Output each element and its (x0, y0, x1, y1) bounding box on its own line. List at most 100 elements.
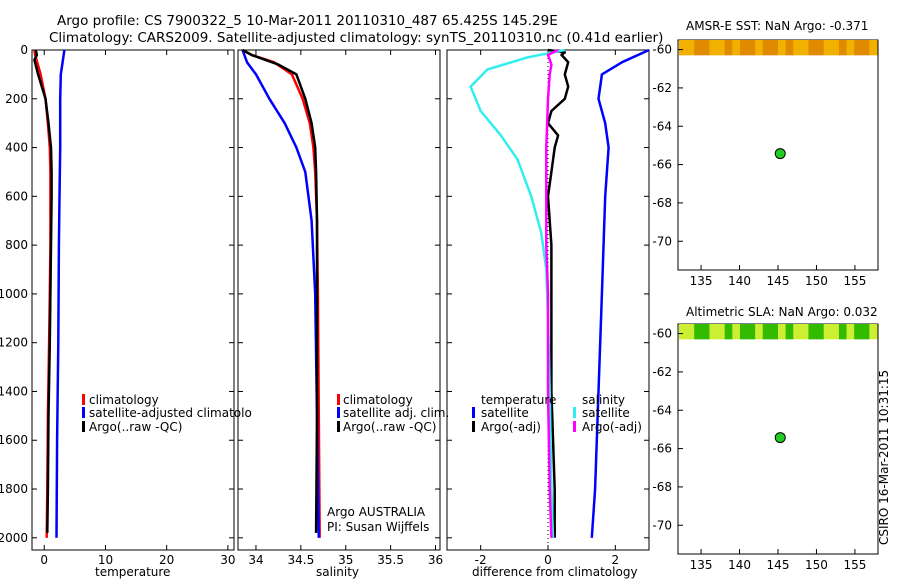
data-band-cell (869, 324, 878, 340)
data-band-cell (854, 40, 863, 56)
y-tick-label: 2000 (0, 531, 28, 545)
legend-swatch-sal-satellite (573, 407, 576, 418)
x-tick-label: 2 (612, 553, 620, 567)
legend-label-satellite: satellite adj. clim. (343, 406, 449, 420)
y-tick-label: 1400 (0, 384, 28, 398)
x-tick-label: 35.5 (377, 553, 404, 567)
data-band-cell (732, 324, 741, 340)
satellite-adjusted-climatolo-line (55, 49, 66, 538)
legend-swatch-argo (82, 421, 85, 432)
data-band-cell (701, 324, 710, 340)
data-band-cell (823, 40, 832, 56)
data-band-cell (770, 40, 779, 56)
y-tick-label: 200 (5, 92, 28, 106)
data-band-cell (793, 40, 802, 56)
data-band-cell (778, 40, 787, 56)
temperature-satellite-line (590, 48, 650, 538)
x-tick-label: 30 (220, 553, 235, 567)
legend-swatch-argo (337, 421, 340, 432)
salinity-legend: climatology satellite adj. clim. Argo(..… (337, 393, 449, 434)
data-band-cell (762, 324, 771, 340)
salinity-argo-adj-line (545, 48, 559, 538)
legend-swatch-satellite (337, 407, 340, 418)
y-tick-label: 1800 (0, 482, 28, 496)
temperature-plot-frame (31, 49, 235, 551)
x-tick-label: 150 (805, 558, 828, 572)
data-band-cell (785, 40, 794, 56)
argo-raw-qc-line (241, 48, 319, 533)
y-tick-label: -70 (652, 234, 672, 248)
x-tick-label: 135 (690, 558, 713, 572)
data-band-cell (709, 40, 718, 56)
float-position-marker (774, 148, 786, 160)
y-tick-label: 600 (5, 189, 28, 203)
data-band-cell (686, 40, 695, 56)
legend-label-climatology: climatology (89, 393, 159, 407)
x-tick-label: 155 (843, 558, 866, 572)
x-tick-label: 20 (159, 553, 174, 567)
data-band-cell (785, 324, 794, 340)
y-tick-label: -68 (652, 196, 672, 210)
temperature-plot-area: 0 10 20 30 0 200 400 600 800 1000 1200 1400 1600 1800… (0, 43, 236, 567)
data-band-cell (846, 324, 855, 340)
salinity-satellite-line (469, 48, 566, 538)
legend-swatch-sal-argo (573, 421, 576, 432)
salinity-annotation-line2: PI: Susan Wijffels (327, 520, 429, 534)
data-band-cell (800, 324, 809, 340)
salinity-annotation-line1: Argo AUSTRALIA (327, 505, 426, 519)
y-tick-label: -62 (652, 365, 672, 379)
data-band-cell (838, 40, 848, 56)
data-band-cell (762, 40, 771, 56)
y-tick-label: -70 (652, 518, 672, 532)
x-tick-label: 35 (338, 553, 353, 567)
difference-xlabel: difference from climatology (472, 565, 638, 579)
data-band-cell (717, 324, 726, 340)
data-band-cell (724, 40, 733, 56)
y-tick-label: -66 (652, 158, 672, 172)
legend-label-argo: Argo(..raw -QC) (343, 420, 436, 434)
data-band-cell (724, 324, 733, 340)
x-tick-label: 10 (98, 553, 113, 567)
temperature-legend: climatology satellite-adjusted climatolo… (82, 393, 252, 434)
data-band-cell (747, 40, 756, 56)
y-tick-label: -62 (652, 81, 672, 95)
data-band-cell (808, 324, 817, 340)
legend-group-title-salinity: salinity (582, 393, 625, 407)
legend-label-sal-argo: Argo(-adj) (582, 420, 642, 434)
legend-swatch-satellite (82, 407, 85, 418)
data-band-cell (679, 40, 688, 56)
data-band-cell (686, 324, 695, 340)
data-band-cell (732, 40, 741, 56)
data-band-cell (861, 324, 870, 340)
salinity-xlabel: salinity (316, 565, 359, 579)
difference-panel: -2 0 2 difference from climatology (446, 48, 650, 579)
data-band-cell (831, 324, 840, 340)
y-tick-label: -64 (652, 403, 672, 417)
y-tick-label: -60 (652, 327, 672, 341)
data-band-cell (800, 40, 809, 56)
data-band-cell (793, 324, 802, 340)
x-tick-label: 0 (544, 553, 552, 567)
legend-group-title-temperature: temperature (481, 393, 556, 407)
data-band-cell (739, 40, 749, 56)
salinity-plot-area: 34 34.5 35 35.5 36 (238, 48, 443, 567)
data-band-cell (755, 40, 764, 56)
y-tick-label: 0 (20, 43, 28, 57)
data-band-cell (755, 324, 764, 340)
legend-label-sal-satellite: satellite (582, 406, 630, 420)
temperature-xlabel: temperature (95, 565, 170, 579)
data-band-cell (816, 324, 825, 340)
x-tick-label: 140 (728, 558, 751, 572)
data-band-cell (679, 324, 688, 340)
data-band-cell (816, 40, 825, 56)
legend-swatch-climatology (82, 394, 85, 405)
y-tick-label: -68 (652, 480, 672, 494)
legend-label-climatology: climatology (343, 393, 413, 407)
legend-swatch-temp-satellite (472, 407, 475, 418)
data-band-cell (770, 324, 779, 340)
data-band-cell (808, 40, 817, 56)
y-tick-label: -66 (652, 442, 672, 456)
y-tick-label: 1200 (0, 336, 28, 350)
legend-label-satellite: satellite-adjusted climatolo (89, 406, 252, 420)
